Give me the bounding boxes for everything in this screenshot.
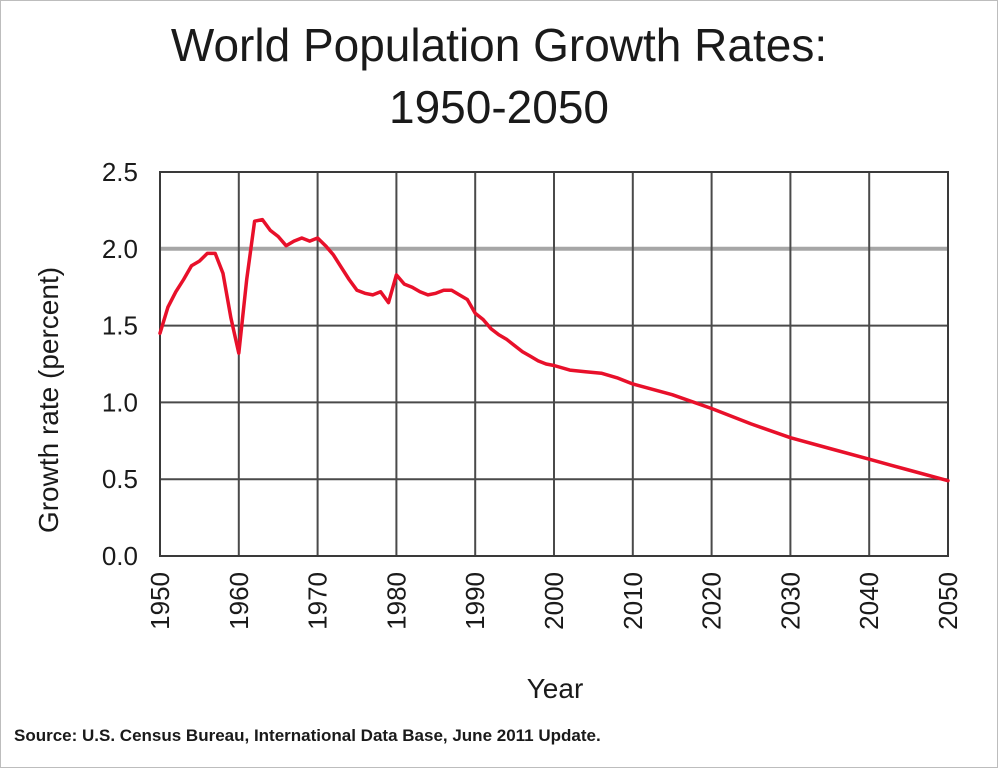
x-tick-label: 1950 bbox=[145, 572, 175, 630]
chart-title: World Population Growth Rates: bbox=[170, 19, 828, 71]
series-layer bbox=[158, 217, 950, 483]
y-tick-label: 1.0 bbox=[102, 387, 138, 417]
x-tick-label: 2010 bbox=[618, 572, 648, 630]
x-tick-label: 1990 bbox=[460, 572, 490, 630]
plot-area-border bbox=[159, 171, 949, 557]
y-tick-label: 2.5 bbox=[102, 157, 138, 187]
line-chart: 0.0 0.5 1.0 1.5 2.0 2.5 1950 1960 1970 1980 1990 20… bbox=[33, 157, 963, 704]
x-tick-label: 1960 bbox=[224, 572, 254, 630]
y-tick-label: 0.5 bbox=[102, 464, 138, 494]
source-note: Source: U.S. Census Bureau, Internationa… bbox=[14, 726, 601, 745]
x-tick-label: 2050 bbox=[933, 572, 963, 630]
growth-rate-line bbox=[158, 217, 950, 483]
y-tick-label: 1.5 bbox=[102, 311, 138, 341]
x-tick-label: 2030 bbox=[775, 572, 805, 630]
chart-title-years: 1950-2050 bbox=[389, 81, 609, 133]
x-tick-label: 2020 bbox=[697, 572, 727, 630]
y-tick-label: 0.0 bbox=[102, 541, 138, 571]
x-axis-title: Year bbox=[527, 673, 584, 704]
tick-labels: 0.0 0.5 1.0 1.5 2.0 2.5 1950 1960 1970 1980 1990 20… bbox=[102, 157, 963, 630]
y-tick-label: 2.0 bbox=[102, 234, 138, 264]
x-tick-label: 2000 bbox=[539, 572, 569, 630]
x-tick-label: 1970 bbox=[303, 572, 333, 630]
y-axis-title: Growth rate (percent) bbox=[33, 267, 64, 533]
x-tick-label: 1980 bbox=[381, 572, 411, 630]
x-tick-label: 2040 bbox=[854, 572, 884, 630]
